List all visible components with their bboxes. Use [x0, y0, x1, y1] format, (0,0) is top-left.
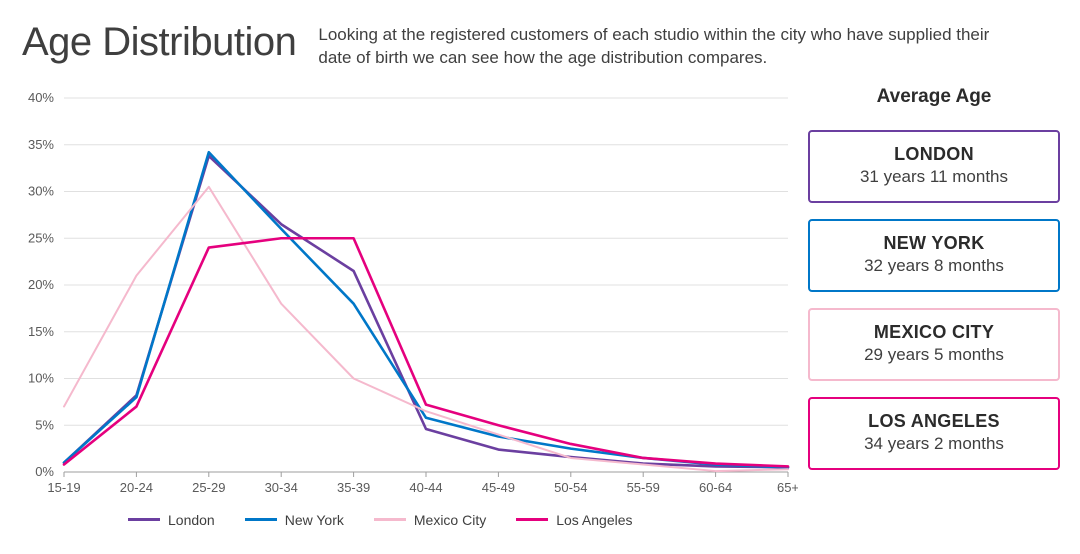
legend-item-mexico-city: Mexico City: [374, 512, 486, 528]
series-london: [64, 156, 788, 467]
page-subtitle: Looking at the registered customers of e…: [318, 20, 1018, 70]
average-age-card-london: LONDON 31 years 11 months: [808, 130, 1060, 203]
x-axis-label: 65+: [777, 480, 798, 495]
average-age-panel: Average Age LONDON 31 years 11 months NE…: [808, 80, 1060, 470]
age-distribution-chart: 0% 5% 10% 15% 20% 25% 30% 35% 40% 15-19 20-24 25-29…: [8, 80, 798, 528]
y-axis-label: 10%: [28, 370, 54, 385]
legend-label: New York: [285, 512, 344, 528]
x-axis-label: 35-39: [337, 480, 370, 495]
legend-item-new-york: New York: [245, 512, 344, 528]
card-age-value: 29 years 5 months: [818, 345, 1050, 365]
chart-legend: London New York Mexico City Los Angeles: [8, 512, 798, 528]
legend-swatch: [245, 518, 277, 521]
card-city-label: LONDON: [818, 144, 1050, 165]
legend-label: Mexico City: [414, 512, 486, 528]
card-city-label: MEXICO CITY: [818, 322, 1050, 343]
x-axis-label: 60-64: [699, 480, 732, 495]
x-axis-label: 15-19: [47, 480, 80, 495]
main: 0% 5% 10% 15% 20% 25% 30% 35% 40% 15-19 20-24 25-29…: [0, 70, 1080, 528]
legend-item-los-angeles: Los Angeles: [516, 512, 632, 528]
legend-swatch: [128, 518, 160, 521]
x-axis-label: 55-59: [627, 480, 660, 495]
card-age-value: 32 years 8 months: [818, 256, 1050, 276]
average-age-title: Average Age: [808, 86, 1060, 108]
y-axis-label: 15%: [28, 324, 54, 339]
y-axis-label: 30%: [28, 183, 54, 198]
header: Age Distribution Looking at the register…: [0, 0, 1080, 70]
y-axis-label: 0%: [35, 464, 54, 479]
x-axis-label: 40-44: [409, 480, 442, 495]
y-axis-label: 40%: [28, 90, 54, 105]
card-age-value: 34 years 2 months: [818, 434, 1050, 454]
card-city-label: LOS ANGELES: [818, 411, 1050, 432]
average-age-card-newyork: NEW YORK 32 years 8 months: [808, 219, 1060, 292]
x-axis-label: 45-49: [482, 480, 515, 495]
legend-item-london: London: [128, 512, 215, 528]
series-new-york: [64, 152, 788, 467]
card-city-label: NEW YORK: [818, 233, 1050, 254]
legend-swatch: [374, 518, 406, 521]
card-age-value: 31 years 11 months: [818, 167, 1050, 187]
average-age-card-mexicocity: MEXICO CITY 29 years 5 months: [808, 308, 1060, 381]
x-axis-label: 30-34: [265, 480, 298, 495]
x-axis-label: 20-24: [120, 480, 153, 495]
y-axis-label: 35%: [28, 137, 54, 152]
average-age-card-losangeles: LOS ANGELES 34 years 2 months: [808, 397, 1060, 470]
y-axis-label: 20%: [28, 277, 54, 292]
legend-label: London: [168, 512, 215, 528]
x-axis-label: 25-29: [192, 480, 225, 495]
page-title: Age Distribution: [22, 20, 296, 65]
legend-swatch: [516, 518, 548, 521]
y-axis-label: 25%: [28, 230, 54, 245]
legend-label: Los Angeles: [556, 512, 632, 528]
x-axis-label: 50-54: [554, 480, 587, 495]
y-axis-label: 5%: [35, 417, 54, 432]
